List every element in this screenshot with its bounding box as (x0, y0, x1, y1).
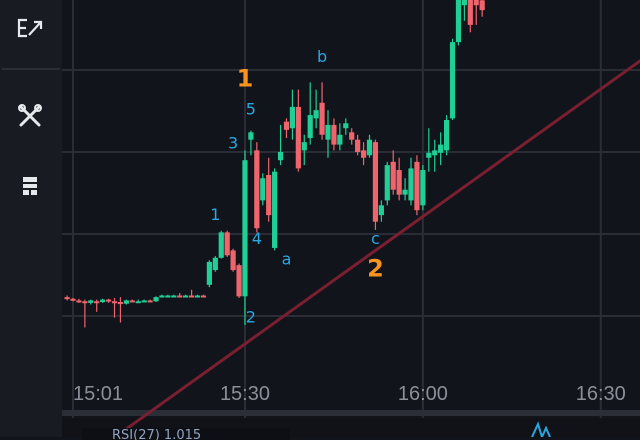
candle-body (283, 121, 290, 130)
wave-label: 3 (228, 134, 238, 153)
candle-body (123, 300, 129, 304)
wave-label: 2 (246, 308, 256, 327)
candle-body (147, 300, 153, 303)
candle-body (117, 302, 124, 305)
candle-body (319, 102, 325, 135)
candle-body (224, 232, 230, 256)
rsi-line (531, 421, 551, 437)
trendline[interactable] (113, 59, 640, 437)
candle-body (189, 295, 195, 298)
candle-body (337, 134, 343, 145)
candle-body (70, 298, 76, 301)
candle-body (135, 301, 141, 304)
price-chart[interactable]: 15:01 15:30 16:00 16:30 1 53 1 4 a b c 2 2 (62, 0, 640, 437)
candle-body (64, 297, 70, 300)
candle-body (461, 0, 467, 6)
wave-label: c (371, 229, 380, 248)
candle-body (218, 232, 224, 258)
candle-body (378, 205, 384, 216)
candle-body (360, 150, 367, 158)
candle-body (129, 300, 135, 303)
degree-label: 1 (237, 64, 254, 92)
candle-body (295, 106, 301, 169)
wave-label: 5 (246, 99, 256, 118)
wave-label: b (317, 47, 327, 66)
time-scrollbar[interactable] (62, 410, 640, 416)
candle-body (432, 150, 438, 156)
wave-label: a (282, 249, 292, 268)
candle-body (272, 171, 278, 248)
candle-body (277, 152, 284, 161)
candle-body (141, 300, 147, 303)
candle-body (165, 295, 171, 298)
candle-body (76, 300, 82, 303)
candle-body (402, 189, 408, 195)
candle-body (183, 295, 189, 298)
candle-body (159, 295, 165, 298)
grid (62, 0, 640, 437)
candle-body (236, 265, 242, 297)
candle-body (438, 144, 444, 153)
candle-body (426, 152, 432, 158)
candle-body (206, 261, 212, 285)
candle-body (390, 161, 396, 190)
degree-label: 2 (367, 255, 384, 283)
time-axis: 15:01 15:30 16:00 16:30 (73, 383, 626, 405)
candle-body (396, 170, 402, 195)
candle-body (479, 0, 485, 11)
candle-body (242, 160, 248, 297)
candle-body (366, 139, 373, 156)
candle-body (301, 142, 307, 151)
candle-body (212, 257, 218, 271)
candle-body (254, 150, 260, 229)
candle-body (248, 132, 254, 140)
draw-tool-icon[interactable] (14, 12, 46, 44)
toolbar-divider (2, 68, 60, 70)
settings-tools-icon[interactable] (14, 100, 46, 132)
candle-body (349, 132, 355, 140)
candle-body (153, 297, 159, 302)
candle-body (420, 170, 426, 206)
candle-body (94, 301, 100, 304)
candle-body (414, 161, 420, 211)
candle-body (408, 168, 414, 201)
wave-labels: 1 53 1 4 a b c 2 2 (210, 47, 384, 327)
candle-body (105, 299, 112, 302)
candles (64, 0, 485, 328)
candle-body (266, 174, 272, 216)
candle-body (325, 124, 331, 140)
candle-body (289, 106, 296, 129)
candle-body (467, 0, 473, 25)
candle-body (260, 178, 266, 201)
candle-body (331, 124, 337, 145)
time-tick-label: 16:30 (576, 383, 626, 405)
candle-body (171, 295, 177, 298)
candle-body (313, 110, 319, 119)
candle-body (372, 142, 379, 222)
candle-body (100, 299, 106, 303)
candle-body (200, 295, 207, 298)
candle-body (111, 301, 118, 304)
time-tick-label: 15:01 (73, 383, 123, 405)
candle-body (82, 301, 88, 304)
candle-body (355, 139, 361, 152)
candle-body (443, 120, 450, 151)
wave-label: 1 (210, 205, 220, 224)
time-tick-label: 16:00 (398, 383, 448, 405)
rsi-indicator-label[interactable]: RSI(27) 1.015 (82, 428, 290, 440)
candle-body (473, 0, 479, 6)
candle-body (88, 300, 94, 303)
layout-template-icon[interactable] (14, 170, 46, 202)
drawing-toolbar (0, 0, 62, 437)
candle-body (455, 0, 462, 43)
candle-body (177, 295, 183, 298)
candle-body (449, 42, 456, 119)
time-tick-label: 15:30 (220, 383, 270, 405)
wave-label: 4 (252, 229, 262, 248)
candle-body (194, 295, 201, 298)
candle-body (307, 115, 313, 139)
candle-body (343, 123, 349, 129)
candle-body (384, 165, 390, 201)
candle-body (230, 250, 236, 271)
